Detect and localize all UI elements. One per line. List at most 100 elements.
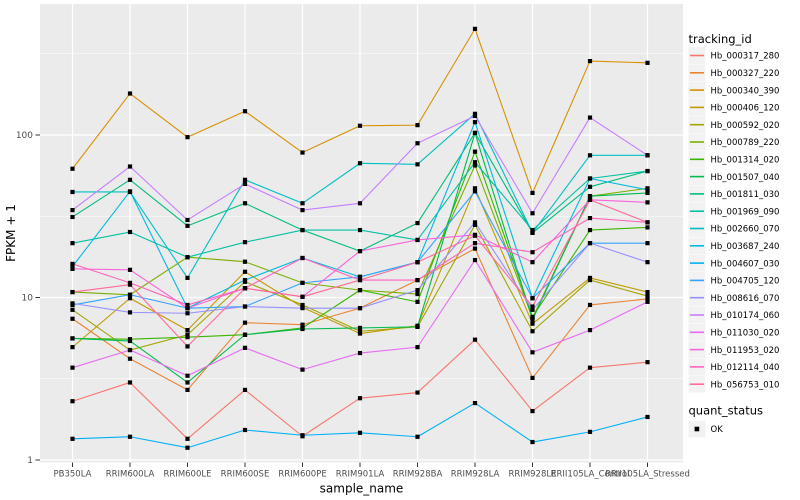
data-point (185, 135, 190, 140)
legend-label: Hb_001507_040 (711, 173, 780, 183)
data-point (357, 430, 363, 435)
legend-quant-label: OK (711, 425, 724, 435)
data-point (415, 324, 420, 329)
data-point (530, 314, 535, 319)
data-point (415, 220, 420, 226)
data-point (645, 187, 650, 192)
legend-label: Hb_004607_030 (711, 259, 780, 269)
data-point (357, 350, 363, 356)
data-point (127, 164, 133, 169)
data-point (472, 233, 478, 238)
legend-label: Hb_001969_090 (711, 207, 780, 217)
x-tick-label: RRIM928LE (509, 470, 557, 480)
x-tick-label: RRIM901LA (336, 470, 385, 480)
data-point (357, 201, 363, 206)
data-point (645, 289, 650, 295)
data-point (300, 367, 305, 372)
data-point (70, 166, 75, 171)
data-point (127, 177, 133, 182)
data-point (587, 216, 593, 221)
data-point (300, 433, 305, 438)
data-point (645, 225, 650, 230)
legend-label: Hb_056753_010 (711, 380, 780, 390)
data-point (645, 260, 650, 265)
x-tick-label: RRII105LA_Stressed (605, 470, 690, 480)
data-point (415, 260, 420, 265)
data-point (472, 220, 478, 225)
data-point (70, 189, 75, 195)
data-point (357, 274, 363, 279)
x-tick-label: RRIM600PE (278, 470, 326, 480)
data-point (127, 356, 133, 361)
data-point (587, 197, 593, 202)
legend-label: Hb_000406_120 (711, 104, 780, 114)
data-point (530, 375, 535, 381)
plot-panel (40, 4, 683, 463)
data-point (415, 434, 420, 439)
data-point (472, 149, 478, 154)
data-point (357, 248, 363, 254)
data-point (242, 286, 248, 291)
data-point (472, 257, 478, 263)
data-point (645, 190, 650, 196)
data-point (185, 223, 190, 228)
data-point (415, 162, 420, 167)
legend-label: Hb_011030_020 (711, 329, 780, 339)
data-point (185, 332, 190, 337)
data-point (357, 277, 363, 283)
data-point (587, 302, 593, 308)
data-point (587, 153, 593, 158)
data-point (242, 304, 248, 309)
data-point (530, 350, 535, 355)
data-point (242, 320, 248, 325)
data-point (645, 241, 650, 246)
data-point (242, 259, 248, 264)
y-tick-label: 1 (27, 456, 33, 466)
data-point (472, 26, 478, 31)
data-point (357, 288, 363, 293)
data-point (587, 58, 593, 64)
data-point (300, 326, 305, 332)
data-point (472, 111, 478, 116)
legend: tracking_id quant_status Hb_000317_280Hb… (688, 32, 780, 438)
x-tick-label: RRIM928LA (451, 470, 500, 480)
data-point (472, 186, 478, 191)
data-point (242, 332, 248, 337)
data-point (70, 365, 75, 370)
data-point (530, 211, 535, 216)
data-point (300, 322, 305, 327)
data-point (242, 427, 248, 433)
data-point (185, 255, 190, 260)
data-point (300, 302, 305, 308)
legend-items: Hb_000317_280 Hb_000327_220 Hb_000340_390 H… (688, 47, 780, 438)
data-point (127, 296, 133, 301)
data-point (70, 316, 75, 321)
data-point (127, 189, 133, 194)
data-point (242, 181, 248, 187)
data-point (127, 347, 133, 353)
data-point (530, 230, 535, 235)
data-point (185, 275, 190, 281)
y-axis-title: FPKM + 1 (4, 204, 18, 262)
data-point (472, 189, 478, 194)
data-point (70, 301, 75, 306)
data-point (472, 130, 478, 136)
legend-label: Hb_002660_070 (711, 225, 780, 235)
data-point (415, 299, 420, 304)
data-point (472, 113, 478, 119)
data-point (530, 296, 535, 301)
data-point (127, 434, 133, 439)
data-point (645, 60, 650, 65)
data-point (472, 241, 478, 246)
data-points (70, 26, 650, 450)
data-point (185, 302, 190, 308)
data-point (415, 288, 420, 293)
data-point (127, 91, 133, 96)
data-point (587, 184, 593, 189)
data-point (645, 153, 650, 158)
data-point (242, 240, 248, 245)
data-point (472, 400, 478, 406)
data-point (587, 227, 593, 233)
data-point (127, 282, 133, 287)
